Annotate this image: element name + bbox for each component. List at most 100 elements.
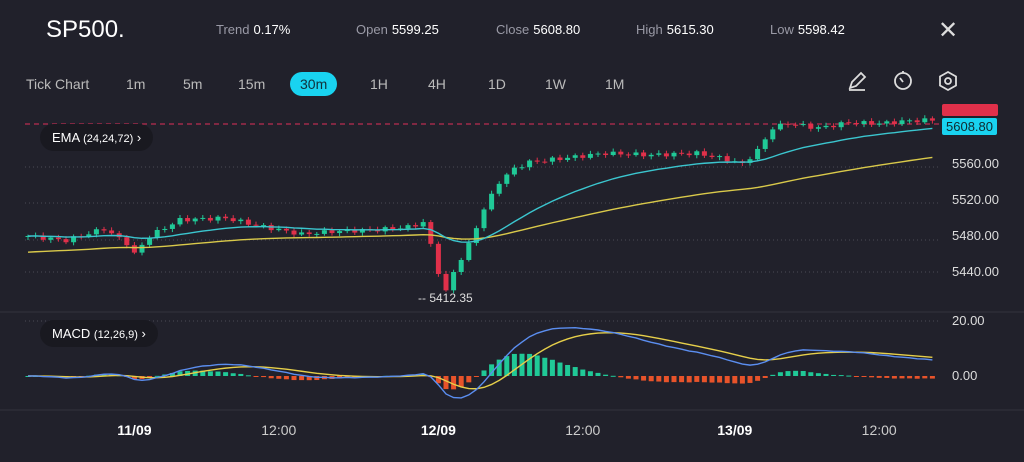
candle-body: [641, 152, 647, 157]
price-tick-label: 5520.00: [952, 192, 999, 207]
candle-body: [549, 157, 555, 162]
candle-body: [618, 151, 624, 155]
macd-label: MACD: [52, 326, 91, 341]
macd-histogram-bar: [572, 367, 578, 376]
candle-body: [451, 271, 457, 291]
candle-body: [299, 232, 305, 235]
timeframe-15m[interactable]: 15m: [238, 76, 266, 92]
macd-histogram-bar: [831, 374, 837, 376]
ema-params: (24,24,72): [83, 133, 134, 145]
candle-body: [572, 155, 578, 158]
macd-histogram-bar: [914, 376, 920, 379]
macd-histogram-bar: [451, 376, 457, 390]
candle-body: [40, 235, 46, 240]
timeframe-1d[interactable]: 1D: [488, 76, 506, 92]
candle-body: [747, 159, 753, 163]
candle-body: [815, 127, 821, 129]
macd-histogram-bar: [276, 376, 282, 379]
timeframe-1m[interactable]: 1M: [605, 76, 625, 92]
macd-histogram-bar: [739, 376, 745, 384]
timeframe-5m[interactable]: 5m: [183, 76, 203, 92]
macd-histogram-bar: [435, 376, 441, 384]
stat-key: Close: [496, 22, 530, 37]
macd-histogram-bar: [587, 371, 593, 376]
macd-histogram-bar: [838, 375, 844, 377]
candle-body: [496, 183, 502, 194]
timeframe-1m[interactable]: 1m: [126, 76, 146, 92]
candle-body: [458, 259, 464, 272]
ema-label: EMA: [52, 130, 80, 145]
candle-body: [625, 154, 631, 156]
macd-histogram-bar: [534, 355, 540, 376]
pencil-icon[interactable]: [846, 70, 868, 92]
candle-body: [884, 121, 890, 124]
close-icon[interactable]: ✕: [938, 17, 959, 44]
candle-body: [808, 124, 814, 129]
macd-histogram-bar: [238, 373, 244, 376]
timeframe-1w[interactable]: 1W: [545, 76, 566, 92]
settings-hex-icon[interactable]: [937, 70, 959, 92]
macd-histogram-bar: [656, 376, 662, 382]
price-tick-label: 5480.00: [952, 228, 999, 243]
macd-tick-label: 0.00: [952, 368, 978, 383]
candle-body: [93, 229, 99, 235]
candle-body: [709, 155, 715, 158]
candle-body: [527, 160, 533, 168]
timeframe-tick-chart[interactable]: Tick Chart: [26, 76, 90, 92]
candle-body: [435, 243, 441, 274]
candle-body: [268, 225, 274, 231]
candle-body: [306, 232, 312, 235]
current-price-tag: 5608.80: [942, 118, 997, 135]
candle-body: [663, 153, 669, 157]
macd-histogram-bar: [717, 376, 723, 383]
timer-icon[interactable]: [892, 70, 914, 92]
macd-histogram-bar: [177, 371, 183, 376]
macd-params: (12,26,9): [93, 329, 138, 341]
candle-body: [185, 218, 191, 222]
time-axis-label: 12:00: [261, 422, 297, 438]
candle-body: [71, 236, 77, 243]
candle-body: [587, 153, 593, 158]
candle-body: [610, 151, 616, 155]
candle-body: [223, 216, 229, 219]
stat-high: High 5615.30: [636, 22, 714, 37]
candle-body: [861, 121, 867, 124]
candle-body: [853, 123, 859, 125]
ema-72-line: [27, 156, 933, 253]
macd-histogram-bar: [861, 376, 867, 377]
candle-body: [63, 239, 69, 243]
macd-histogram-bar: [511, 353, 517, 376]
candle-body: [466, 243, 472, 260]
candle-body: [580, 155, 586, 158]
candle-body: [922, 118, 928, 123]
candle-body: [147, 237, 153, 245]
low-marker-label: -- 5412.35: [418, 291, 473, 305]
macd-histogram-bar: [808, 372, 814, 376]
candle-body: [701, 151, 707, 156]
macd-histogram-bar: [648, 376, 654, 382]
stat-value: 5608.80: [533, 22, 581, 37]
macd-histogram-bar: [618, 376, 624, 378]
timeframe-30m[interactable]: 30m: [290, 72, 338, 96]
timeframe-4h[interactable]: 4H: [428, 76, 446, 92]
macd-histogram-bar: [876, 376, 882, 378]
macd-histogram-bar: [230, 373, 236, 376]
candle-body: [276, 228, 282, 231]
macd-histogram-bar: [641, 376, 647, 381]
candle-body: [793, 124, 799, 126]
candle-body: [656, 153, 662, 155]
macd-line: [27, 327, 933, 399]
macd-histogram-bar: [565, 364, 571, 376]
candle-body: [519, 167, 525, 169]
candle-body: [770, 129, 776, 140]
timeframe-1h[interactable]: 1H: [370, 76, 388, 92]
candle-body: [800, 124, 806, 126]
time-axis-label: 12:00: [861, 422, 897, 438]
macd-histogram-bar: [907, 376, 913, 379]
ema-indicator-button[interactable]: EMA (24,24,72) ›: [40, 124, 154, 151]
macd-histogram-bar: [481, 370, 487, 376]
candle-body: [557, 157, 563, 160]
macd-indicator-button[interactable]: MACD (12,26,9) ›: [40, 320, 158, 347]
macd-histogram-bar: [261, 376, 267, 378]
